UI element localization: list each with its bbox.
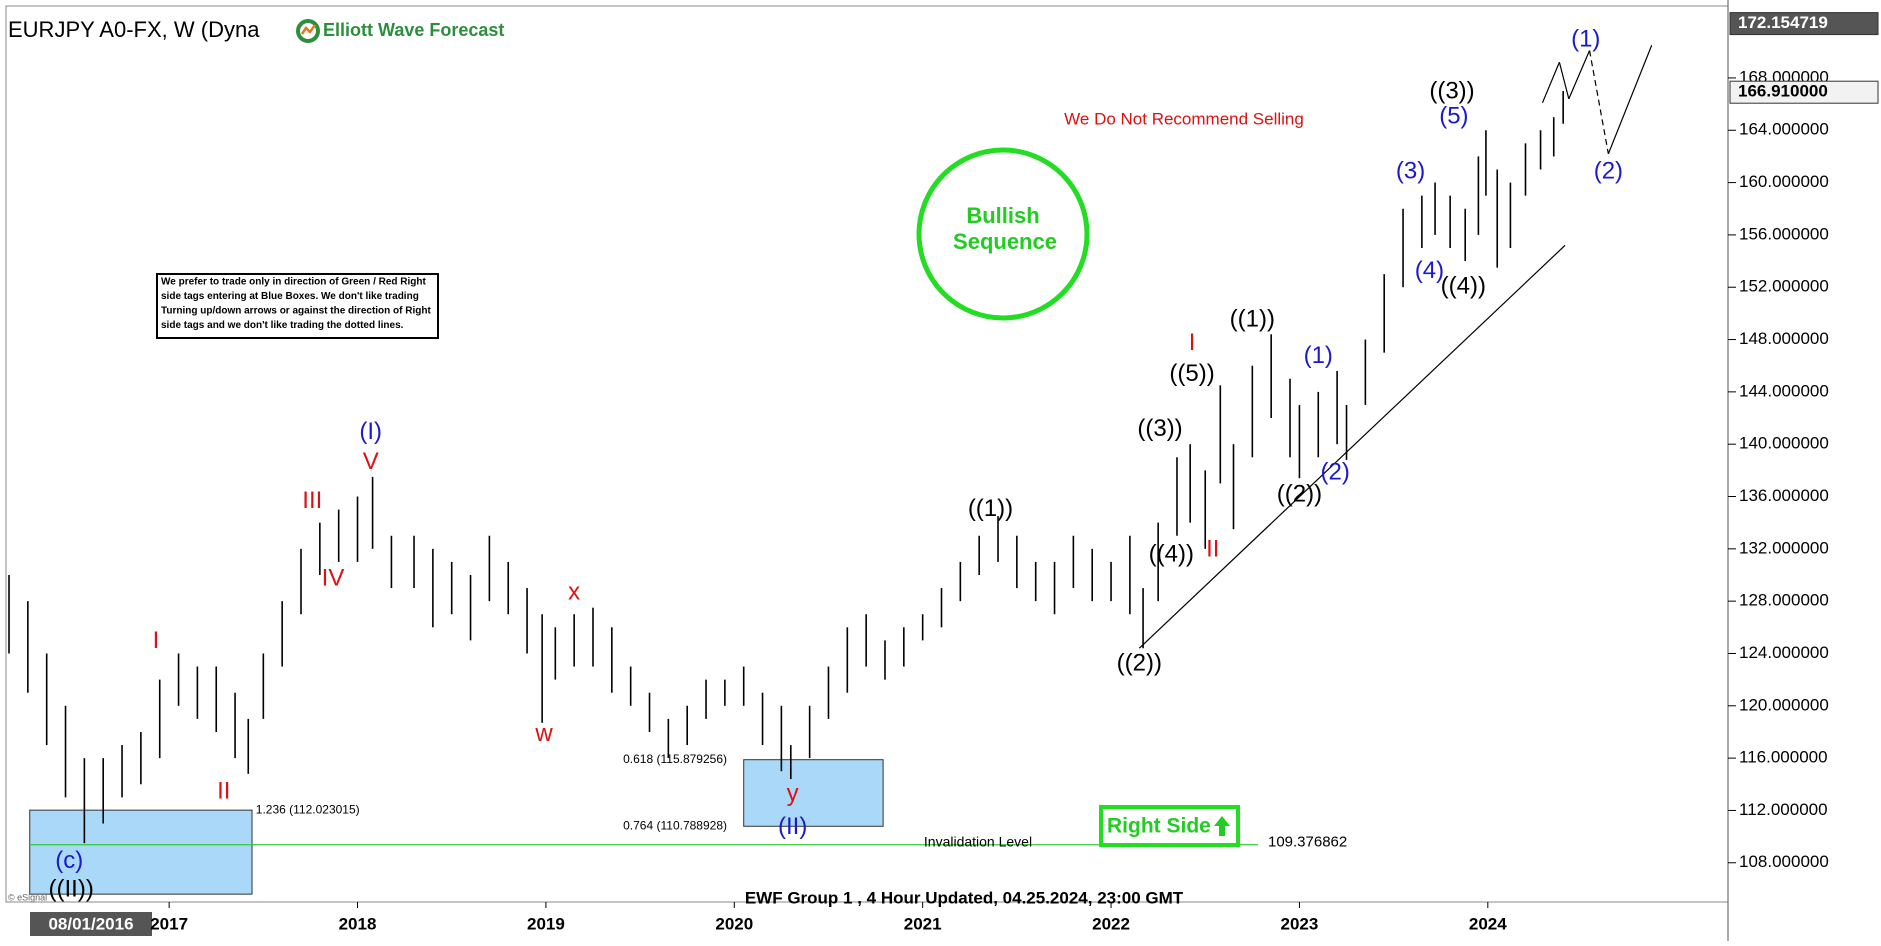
wave-label: ((2)) — [1117, 649, 1162, 676]
wave-label: III — [302, 487, 322, 514]
wave-label: (c) — [55, 847, 83, 874]
x-tick-label: 2020 — [715, 914, 753, 933]
projection-segment — [1541, 62, 1560, 104]
price-marker-label: 166.910000 — [1738, 82, 1828, 101]
price-marker-label: 172.154719 — [1738, 13, 1828, 32]
y-tick-label: 140.000000 — [1739, 434, 1829, 453]
wave-label: (2) — [1594, 157, 1623, 184]
logo-icon — [296, 19, 320, 43]
projection-segment — [1588, 50, 1609, 154]
note-line: Turning up/down arrows or against the di… — [161, 306, 431, 317]
price-marker-box — [1729, 12, 1879, 36]
price-marker-box — [1729, 80, 1879, 104]
projection-segment — [1568, 50, 1591, 100]
wave-label: y — [787, 780, 799, 807]
wave-label: ((5)) — [1169, 360, 1214, 387]
wave-label: (5) — [1439, 103, 1468, 130]
wave-label: w — [534, 720, 553, 747]
wave-label: II — [217, 777, 230, 804]
logo-text: Elliott Wave Forecast — [323, 20, 504, 40]
wave-label: ((3)) — [1137, 415, 1182, 442]
y-tick-label: 144.000000 — [1739, 381, 1829, 400]
wave-label: (I) — [359, 418, 382, 445]
trendline — [1138, 244, 1566, 649]
badge-text: Sequence — [953, 229, 1057, 254]
footer: EWF Group 1 , 4 Hour Updated, 04.25.2024… — [745, 888, 1184, 907]
wave-label: I — [153, 627, 160, 654]
note-text-group: We prefer to trade only in direction of … — [161, 277, 431, 332]
invalidation-value: 109.376862 — [1268, 834, 1347, 851]
boxes-layer — [29, 759, 1258, 895]
x-tick-label: 2017 — [150, 914, 188, 933]
note-line: side tags entering at Blue Boxes. We don… — [161, 291, 419, 302]
note-line: We prefer to trade only in direction of … — [161, 277, 427, 288]
wave-label: I — [1189, 329, 1196, 356]
x-tick-label: 2018 — [339, 914, 377, 933]
start-label-box — [30, 912, 152, 936]
wave-label: (2) — [1321, 458, 1350, 485]
fib-label: 0.618 (115.879256) — [623, 752, 727, 766]
x-tick-label: 2022 — [1092, 914, 1130, 933]
wave-label: IV — [322, 564, 345, 591]
wave-label: (1) — [1571, 25, 1600, 52]
wave-label: ((3)) — [1429, 78, 1474, 105]
y-tick-label: 124.000000 — [1739, 643, 1829, 662]
wave-label: (4) — [1415, 257, 1444, 284]
wave-label: ((4)) — [1149, 541, 1194, 568]
x-tick-label: 2019 — [527, 914, 565, 933]
blue-box — [743, 759, 884, 827]
x-tick-label: 2024 — [1469, 914, 1507, 933]
wave-label: ((II)) — [49, 876, 94, 903]
wave-label: (1) — [1304, 342, 1333, 369]
y-tick-label: 108.000000 — [1739, 852, 1829, 871]
wave-label: V — [363, 448, 379, 475]
wave-label: ((2)) — [1277, 481, 1322, 508]
note-box — [156, 273, 439, 339]
up-arrow-icon — [1214, 816, 1230, 836]
copyright: © eSignal — [8, 892, 47, 902]
projection-segment — [1558, 62, 1570, 100]
projection-segment — [1607, 45, 1653, 155]
note-line: side tags and we don't like trading the … — [161, 320, 404, 331]
bullish-badge — [916, 147, 1090, 321]
y-tick-label: 120.000000 — [1739, 695, 1829, 714]
invalidation-text: Invalidation Level — [924, 833, 1032, 849]
logo-bg — [291, 15, 521, 47]
wave-label: x — [568, 579, 580, 606]
logo-icon-wave — [300, 24, 317, 35]
y-tick-label: 128.000000 — [1739, 591, 1829, 610]
wave-label: ((1)) — [968, 495, 1013, 522]
wave-label: ((1)) — [1230, 305, 1275, 332]
y-tick-label: 156.000000 — [1739, 224, 1829, 243]
y-tick-label: 160.000000 — [1739, 172, 1829, 191]
y-tick-label: 164.000000 — [1739, 120, 1829, 139]
wave-label: II — [1206, 535, 1219, 562]
y-tick-label: 112.000000 — [1739, 800, 1828, 819]
bars-layer — [8, 91, 1564, 844]
chart-title: EURJPY A0-FX, W (Dyna — [8, 17, 260, 42]
right-side-text: Right Side — [1107, 815, 1211, 838]
wave-label: ((4)) — [1441, 273, 1486, 300]
y-tick-label: 152.000000 — [1739, 277, 1829, 296]
blue-box — [29, 809, 253, 895]
right-side-badge — [1099, 805, 1240, 847]
start-label: 08/01/2016 — [48, 914, 133, 933]
badge-text: Bullish — [966, 203, 1039, 228]
y-tick-label: 116.000000 — [1739, 748, 1828, 767]
wave-label: (3) — [1396, 157, 1425, 184]
warning-text: We Do Not Recommend Selling — [1064, 109, 1304, 128]
x-tick-label: 2023 — [1281, 914, 1319, 933]
wave-label: (II) — [778, 813, 807, 840]
y-tick-label: 136.000000 — [1739, 486, 1829, 505]
fib-label: 0.764 (110.788928) — [623, 818, 727, 832]
y-tick-label: 148.000000 — [1739, 329, 1829, 348]
y-tick-label: 132.000000 — [1739, 538, 1829, 557]
x-tick-label: 2021 — [904, 914, 942, 933]
fib-label: 1.236 (112.023015) — [256, 802, 360, 816]
